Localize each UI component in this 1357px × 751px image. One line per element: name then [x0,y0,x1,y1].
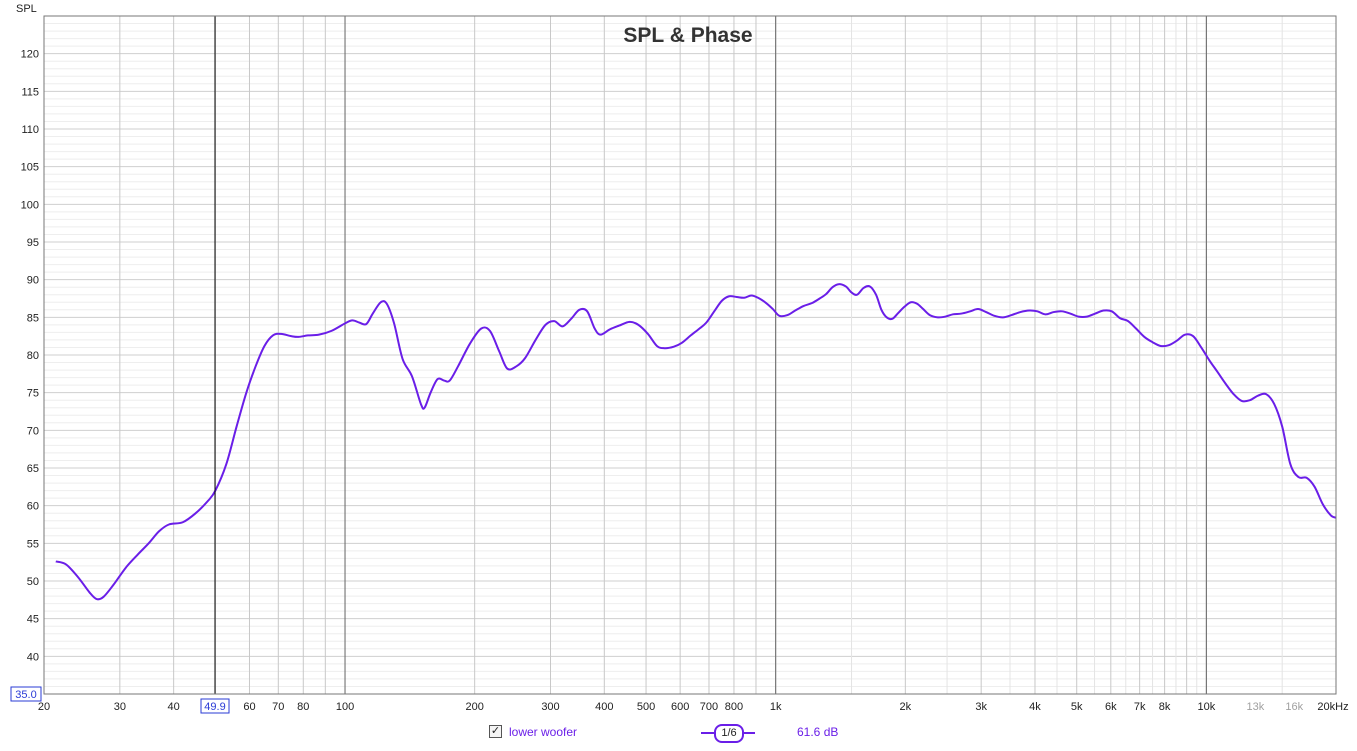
y-tick-label: 85 [27,312,39,324]
x-tick-label: 60 [243,701,255,713]
y-tick-label: 105 [21,162,39,174]
x-tick-label: 4k [1029,701,1041,713]
y-axis-label: SPL [16,3,37,15]
x-tick-label: 700 [700,701,718,713]
spl-phase-chart: 40 45 50 55 60 65 70 75 80 85 90 95 100 105 110 115 120 3… [0,0,1357,722]
y-tick-label: 110 [21,124,39,136]
y-tick-label: 120 [21,49,39,61]
x-tick-label: 13k [1247,701,1265,713]
series-name-label[interactable]: lower woofer [509,725,578,739]
smoothing-line-left [701,732,715,734]
x-tick-label: 2k [900,701,912,713]
x-tick-label: 600 [671,701,689,713]
x-tick-label: 8k [1159,701,1171,713]
x-tick-label: 500 [637,701,655,713]
cursor-readout: 61.6 dB [797,725,839,739]
x-tick-label: 6k [1105,701,1117,713]
x-tick-label: 300 [541,701,559,713]
x-tick-label: 20kHz [1317,701,1348,713]
series-line-lower-woofer [55,283,1337,601]
x-tick-label: 800 [725,701,743,713]
x-tick-label: 100 [336,701,354,713]
chart-title: SPL & Phase [623,24,752,47]
x-tick-label: 80 [297,701,309,713]
y-tick-label: 80 [27,350,39,362]
grid [44,16,1336,694]
axis-labels: 40 45 50 55 60 65 70 75 80 85 90 95 100 105 110 115 120 3… [10,49,1349,714]
x-tick-label: 20 [38,701,50,713]
y-min-label: 35.0 [15,689,36,701]
y-tick-label: 55 [27,538,39,550]
x-tick-label: 40 [168,701,180,713]
y-tick-label: 60 [27,501,39,513]
x-tick-label: 7k [1134,701,1146,713]
x-tick-label: 30 [114,701,126,713]
x-tick-label: 200 [465,701,483,713]
smoothing-label[interactable]: 1/6 [714,724,744,743]
y-tick-label: 50 [27,576,39,588]
series-checkbox[interactable]: ✓ [489,725,502,738]
y-tick-label: 100 [21,199,39,211]
x-tick-label: 70 [272,701,284,713]
y-tick-label: 70 [27,425,39,437]
legend-bar: ✓ lower woofer 1/6 61.6 dB [0,722,1357,744]
cursor-label: 49.9 [204,701,225,713]
y-tick-label: 40 [27,651,39,663]
x-tick-label: 400 [595,701,613,713]
y-tick-label: 45 [27,614,39,626]
smoothing-control[interactable]: 1/6 [701,723,755,743]
y-tick-label: 95 [27,237,39,249]
series-layer [55,283,1337,601]
x-tick-label: 1k [770,701,782,713]
y-tick-label: 75 [27,388,39,400]
smoothing-line-right [741,732,755,734]
x-tick-label: 10k [1197,701,1215,713]
y-min-box [10,686,42,702]
x-tick-label: 16k [1285,701,1303,713]
cursor-label-box [200,698,230,714]
y-tick-label: 65 [27,463,39,475]
x-tick-label: 5k [1071,701,1083,713]
y-tick-label: 90 [27,275,39,287]
plot-frame [43,15,1337,695]
y-tick-label: 115 [21,86,39,98]
x-tick-label: 3k [975,701,987,713]
plot-background [0,0,1357,722]
